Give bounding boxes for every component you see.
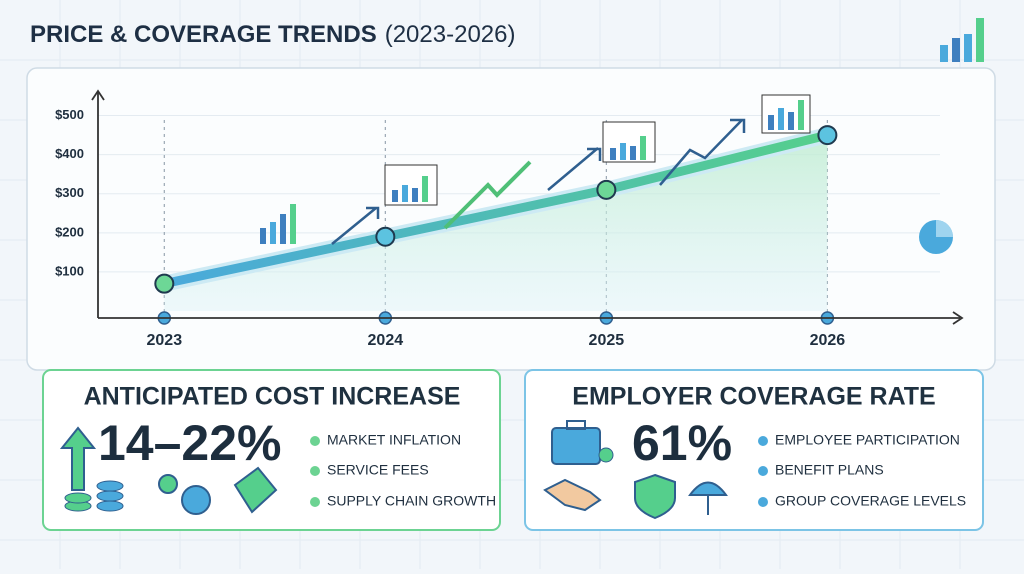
cost-icons xyxy=(59,426,278,515)
y-tick-label: $500 xyxy=(55,107,84,122)
bullet-text: MARKET INFLATION xyxy=(327,432,461,448)
y-tick-label: $200 xyxy=(55,224,84,239)
coverage-icons xyxy=(543,420,728,520)
card-title: EMPLOYER COVERAGE RATE xyxy=(572,383,935,411)
y-tick-label: $100 xyxy=(55,263,84,278)
title-text: PRICE & COVERAGE TRENDS xyxy=(30,21,377,48)
deco-bars xyxy=(940,18,984,62)
big-number: 61% xyxy=(632,415,732,471)
line xyxy=(159,130,832,289)
x-tick-label: 2024 xyxy=(368,332,404,349)
y-tick-label: $300 xyxy=(55,185,84,200)
bullet-text: EMPLOYEE PARTICIPATION xyxy=(775,432,960,448)
card-title: ANTICIPATED COST INCREASE xyxy=(84,383,461,411)
deco-charts xyxy=(260,94,953,254)
x-tick-label: 2025 xyxy=(589,332,625,349)
x-tick-label: 2023 xyxy=(147,332,183,349)
bullet-text: SUPPLY CHAIN GROWTH xyxy=(327,493,496,509)
plot: $100 $200 $300 $400 $500 2023 2024 2025 2026 xyxy=(55,107,940,349)
bullet-text: BENEFIT PLANS xyxy=(775,462,884,478)
y-tick-label: $400 xyxy=(55,146,84,161)
cost-card xyxy=(42,369,501,531)
x-axis-arrow xyxy=(952,311,964,325)
subtitle-text: (2023-2026) xyxy=(385,21,516,48)
big-number: 14–22% xyxy=(98,415,282,471)
point xyxy=(375,226,396,247)
bullet-text: GROUP COVERAGE LEVELS xyxy=(775,493,966,509)
point xyxy=(817,125,838,146)
cost-bullets xyxy=(310,436,320,507)
bullet-text: SERVICE FEES xyxy=(327,462,429,478)
x-tick-label: 2026 xyxy=(810,332,846,349)
coverage-bullets xyxy=(758,436,768,507)
page-title: PRICE & COVERAGE TRENDS (2023-2026) xyxy=(30,21,515,48)
point xyxy=(154,273,175,294)
point xyxy=(596,179,617,200)
y-axis-arrow xyxy=(91,89,105,101)
deco-arrows xyxy=(331,118,746,245)
